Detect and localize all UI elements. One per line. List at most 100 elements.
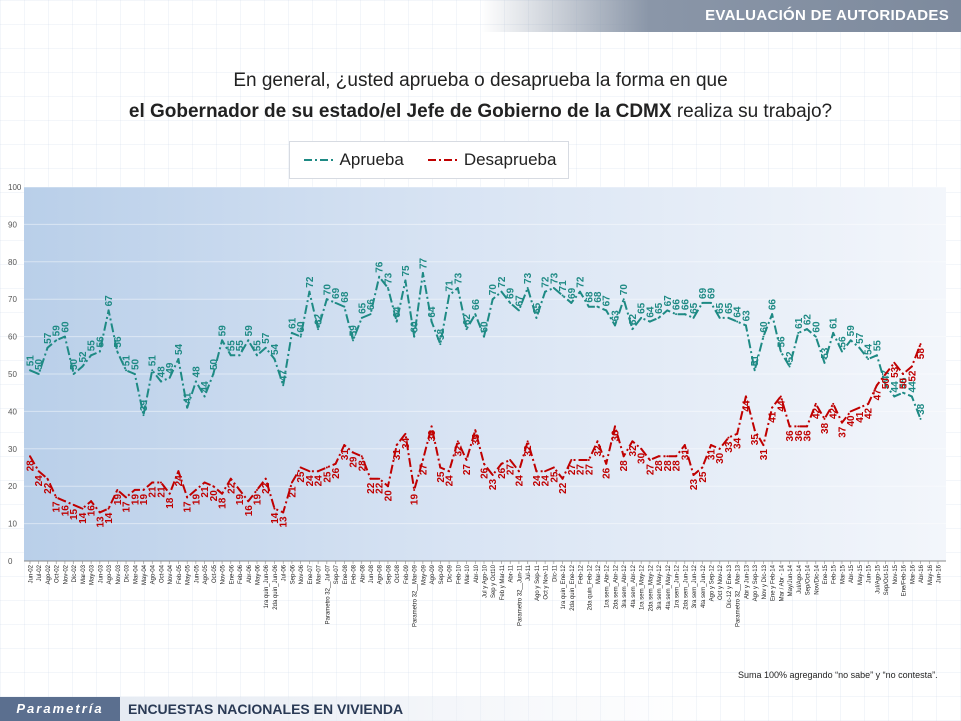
x-tick-label: Sep/Oct-14 bbox=[806, 564, 812, 595]
approve-point bbox=[107, 309, 110, 312]
x-tick-label: Abr-10 bbox=[474, 564, 480, 583]
y-tick-label: 50 bbox=[8, 370, 17, 379]
approve-point bbox=[570, 301, 573, 304]
approve-data-label: 63 bbox=[741, 310, 752, 322]
disapprove-data-label: 19 bbox=[191, 494, 202, 506]
disapprove-point bbox=[168, 492, 171, 495]
disapprove-data-label: 27 bbox=[576, 464, 587, 476]
disapprove-point bbox=[282, 511, 285, 514]
approve-data-label: 64 bbox=[645, 306, 656, 318]
disapprove-point bbox=[919, 343, 922, 346]
disapprove-data-label: 21 bbox=[200, 486, 211, 498]
disapprove-data-label: 16 bbox=[244, 505, 255, 517]
approve-data-label: 60 bbox=[410, 321, 421, 333]
x-tick-label: Dic-03 bbox=[125, 564, 131, 582]
x-tick-label: 2da sem_Jun-12 bbox=[683, 564, 689, 609]
approve-point bbox=[360, 316, 363, 319]
disapprove-point bbox=[55, 496, 58, 499]
disapprove-point bbox=[762, 444, 765, 447]
x-tick-label: 4ta sem_May-12 bbox=[666, 564, 672, 609]
approve-point bbox=[701, 301, 704, 304]
y-tick-label: 30 bbox=[8, 445, 17, 454]
approve-data-label: 50 bbox=[34, 358, 45, 370]
header-title: EVALUACIÓN DE AUTORIDADES bbox=[705, 7, 949, 24]
disapprove-data-label: 19 bbox=[235, 494, 246, 506]
approve-point bbox=[710, 301, 712, 304]
disapprove-data-label: 31 bbox=[759, 449, 770, 461]
disapprove-data-label: 22 bbox=[226, 482, 237, 494]
approve-data-label: 73 bbox=[523, 272, 534, 284]
approve-point bbox=[404, 279, 407, 282]
approve-point bbox=[613, 324, 616, 327]
disapprove-data-label: 25 bbox=[549, 471, 560, 483]
approve-data-label: 62 bbox=[314, 314, 325, 326]
disapprove-data-label: 22 bbox=[43, 482, 54, 494]
approve-data-label: 72 bbox=[305, 276, 316, 288]
approve-point bbox=[788, 365, 791, 368]
approve-data-label: 65 bbox=[654, 302, 665, 314]
disapprove-point bbox=[875, 384, 878, 387]
disapprove-point bbox=[186, 496, 189, 499]
approve-point bbox=[352, 339, 355, 342]
approve-data-label: 60 bbox=[759, 321, 770, 333]
approve-point bbox=[561, 294, 564, 297]
disapprove-point bbox=[343, 444, 346, 447]
approve-data-label: 51 bbox=[26, 355, 37, 367]
x-tick-label: 2da sem_Abr-12 bbox=[613, 564, 619, 609]
approve-data-label: 72 bbox=[497, 276, 508, 288]
x-tick-label: Jul-02 bbox=[37, 564, 43, 581]
x-tick-label: Ago y Sep-12 bbox=[710, 564, 716, 601]
x-tick-label: Jul-06 bbox=[282, 564, 288, 581]
approve-data-label: 39 bbox=[139, 400, 150, 412]
approve-data-label: 72 bbox=[576, 276, 587, 288]
approve-data-label: 52 bbox=[785, 351, 796, 363]
disapprove-data-label: 22 bbox=[366, 482, 377, 494]
approve-data-label: 59 bbox=[52, 325, 63, 337]
approve-data-label: 60 bbox=[296, 321, 307, 333]
disapprove-point bbox=[456, 440, 459, 443]
x-tick-label: Oct-04 bbox=[159, 564, 165, 583]
approve-point bbox=[884, 384, 887, 387]
disapprove-data-label: 34 bbox=[733, 437, 744, 449]
approve-point bbox=[81, 365, 84, 368]
disapprove-point bbox=[159, 481, 162, 484]
disapprove-point bbox=[63, 500, 66, 503]
x-tick-label: May-03 bbox=[90, 564, 96, 585]
x-tick-label: Oct y Nov-12 bbox=[718, 564, 724, 600]
x-tick-label: Feb-08 bbox=[352, 564, 358, 584]
disapprove-point bbox=[771, 406, 774, 409]
disapprove-data-label: 32 bbox=[523, 445, 534, 457]
x-tick-label: May-15 bbox=[858, 564, 864, 585]
disapprove-point bbox=[640, 447, 643, 450]
disapprove-point bbox=[884, 373, 887, 375]
x-tick-label: Feb-09 bbox=[404, 564, 410, 584]
x-tick-label: Nov-06 bbox=[299, 564, 305, 584]
legend-label-approve: Aprueba bbox=[339, 150, 404, 169]
disapprove-point bbox=[448, 470, 451, 473]
disapprove-data-label: 23 bbox=[689, 479, 700, 491]
series-approve: 5150575960505255566756515039514849544148… bbox=[26, 257, 927, 420]
x-tick-label: Jul-11 bbox=[526, 564, 532, 581]
approve-point bbox=[631, 328, 634, 331]
disapprove-data-label: 19 bbox=[410, 494, 421, 506]
approve-data-label: 70 bbox=[488, 284, 499, 296]
approve-point bbox=[299, 335, 302, 338]
footer-bar bbox=[120, 697, 961, 721]
approve-point bbox=[116, 350, 119, 353]
x-tick-label: Abr-08 bbox=[360, 564, 366, 583]
disapprove-point bbox=[570, 459, 573, 462]
x-tick-label: Ago-09 bbox=[430, 564, 436, 584]
approve-data-label: 44 bbox=[200, 381, 211, 393]
approve-point bbox=[902, 391, 905, 394]
x-tick-label: Jul/Ago-14 bbox=[797, 564, 803, 593]
disapprove-data-label: 20 bbox=[209, 490, 220, 502]
approve-point bbox=[177, 358, 180, 361]
approve-data-label: 60 bbox=[60, 321, 71, 333]
disapprove-data-label: 16 bbox=[87, 505, 98, 517]
x-tick-label: Ene-15 bbox=[823, 564, 829, 584]
approve-data-label: 69 bbox=[506, 287, 517, 299]
disapprove-data-label: 25 bbox=[436, 471, 447, 483]
approve-data-label: 61 bbox=[287, 317, 298, 329]
x-tick-label: Mar-07 bbox=[317, 564, 323, 584]
x-tick-label: May-16 bbox=[928, 564, 934, 585]
